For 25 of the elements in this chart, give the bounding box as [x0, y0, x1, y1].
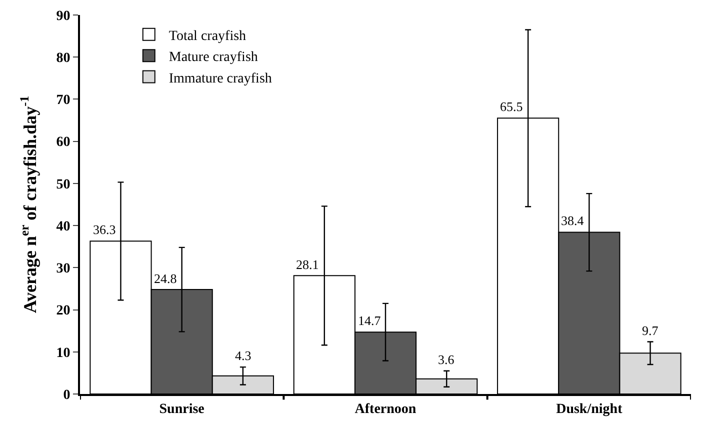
y-tick-label: 60: [56, 135, 70, 150]
data-label: 9.7: [642, 323, 659, 338]
x-tick-label: Sunrise: [159, 402, 204, 417]
y-tick-label: 0: [63, 388, 70, 403]
y-tick-label: 90: [56, 8, 70, 24]
y-tick-label: 30: [56, 262, 70, 277]
data-label: 28.1: [296, 257, 319, 272]
data-label: 38.4: [561, 213, 584, 228]
data-label: 4.3: [235, 348, 252, 363]
x-tick-label: Dusk/night: [556, 402, 623, 417]
x-tick-label: Afternoon: [354, 402, 416, 417]
y-tick-label: 20: [56, 304, 70, 319]
y-tick-label: 70: [56, 93, 70, 108]
data-label: 65.5: [500, 99, 523, 114]
legend-label: Total crayfish: [168, 28, 246, 44]
data-label: 3.6: [438, 352, 455, 367]
y-tick-label: 50: [56, 177, 70, 192]
y-tick-label: 80: [56, 51, 70, 66]
y-tick-label: 40: [56, 219, 70, 234]
data-label: 36.3: [93, 222, 116, 237]
data-label: 24.8: [154, 271, 177, 286]
legend-label: Immature crayfish: [168, 71, 272, 86]
data-label: 14.7: [358, 313, 382, 328]
y-tick-label: 10: [56, 346, 70, 361]
legend-label: Mature crayfish: [168, 50, 258, 66]
